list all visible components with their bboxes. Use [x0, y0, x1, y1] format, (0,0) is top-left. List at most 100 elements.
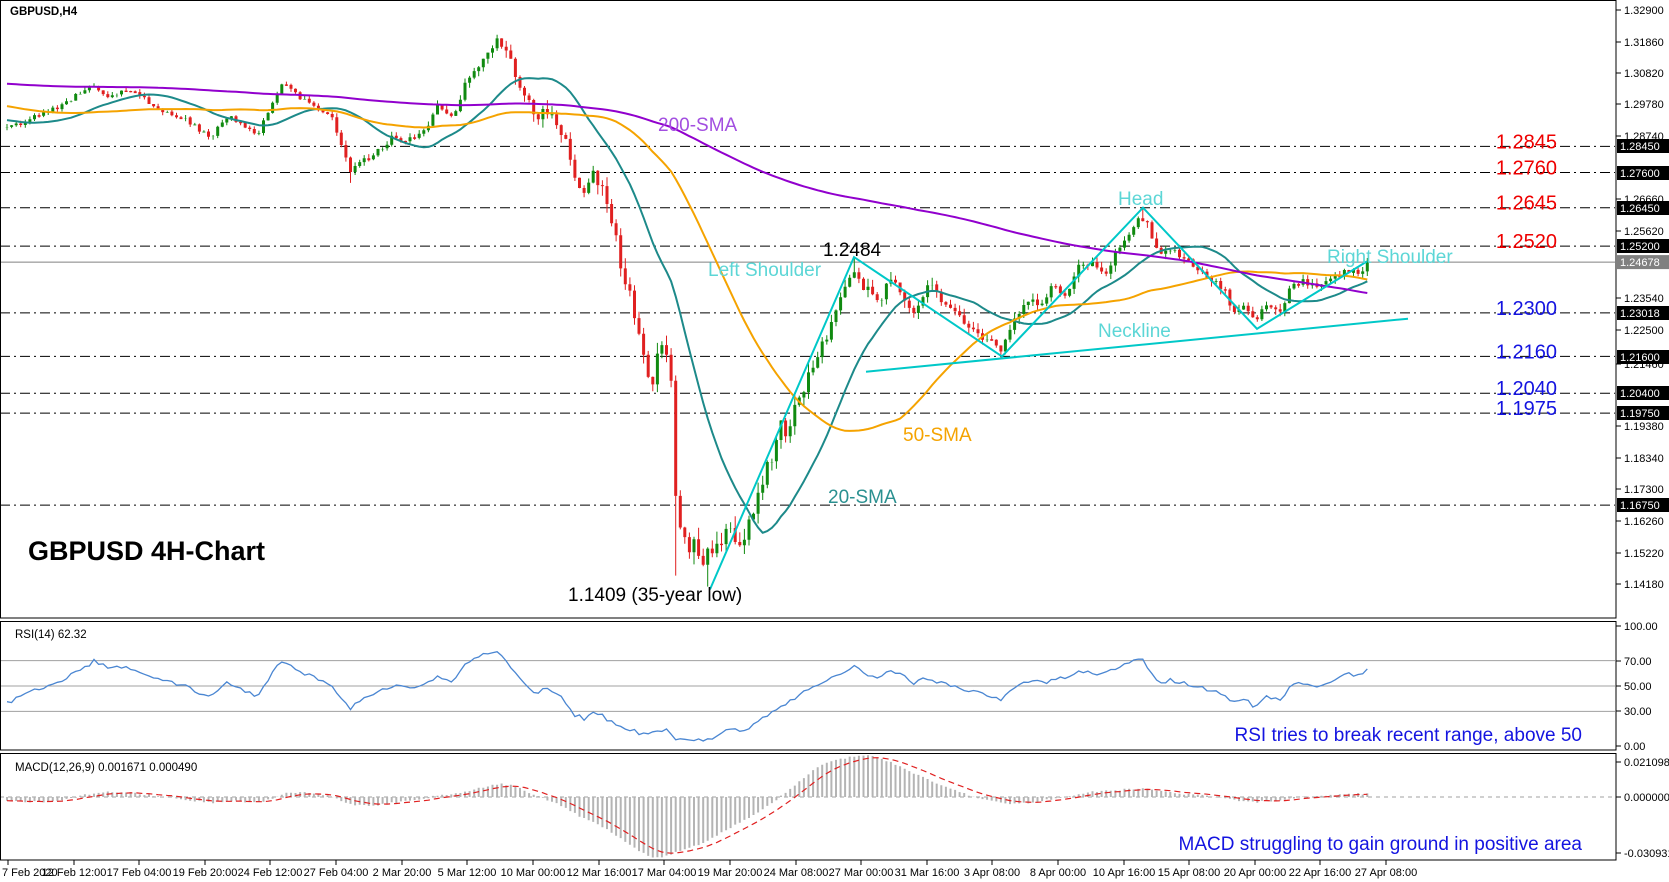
time-axis-label: 3 Apr 08:00	[964, 867, 1020, 879]
sma50-label: 50-SMA	[903, 425, 972, 446]
time-axis-label: 20 Apr 00:00	[1224, 867, 1286, 879]
time-axis-label: 5 Mar 12:00	[438, 867, 497, 879]
level-price-annotation: 1.2845	[1496, 131, 1557, 153]
neckline-line	[865, 317, 1409, 373]
price-axis-label: 1.31860	[1624, 37, 1664, 49]
time-axis-ticks	[7, 860, 1387, 865]
price-level-badge	[1617, 139, 1669, 153]
level-price-annotation: 1.2760	[1496, 158, 1557, 180]
price-level-badge-label: 1.23018	[1620, 308, 1660, 320]
macd-note-annotation: MACD struggling to gain ground in positi…	[1179, 834, 1583, 855]
neckline-label: Neckline	[1098, 321, 1171, 342]
macd-histogram	[6, 755, 1369, 858]
time-axis-label: 27 Feb 04:00	[304, 867, 369, 879]
price-level-badge	[1617, 406, 1669, 420]
time-axis-label: 12 Feb 12:00	[42, 867, 107, 879]
symbol-timeframe-label: GBPUSD,H4	[10, 6, 78, 18]
price-axis-label: 1.19380	[1624, 421, 1664, 433]
price-axis-label: 1.29780	[1624, 99, 1664, 111]
sma20-label: 20-SMA	[828, 487, 897, 508]
macd-axis-label: 0.000000	[1624, 792, 1669, 804]
price-level-badge-label: 1.20400	[1620, 388, 1660, 400]
time-axis-label: 12 Mar 16:00	[567, 867, 632, 879]
macd-panel[interactable]	[0, 753, 1617, 861]
macd-layer	[1, 755, 1615, 858]
time-axis-label: 2 Mar 20:00	[373, 867, 432, 879]
rsi-layer	[1, 650, 1615, 742]
low-price-annotation: 1.1409 (35-year low)	[568, 585, 742, 606]
head-and-shoulders-pattern-layer	[709, 206, 1409, 590]
head-shoulders-zigzag-line	[709, 206, 1368, 590]
price-level-badge-label: 1.21600	[1620, 352, 1660, 364]
sma200-label: 200-SMA	[658, 115, 738, 136]
main-chart-panel[interactable]	[0, 0, 1617, 619]
time-axis-label: 31 Mar 16:00	[895, 867, 960, 879]
rsi-line	[6, 650, 1368, 742]
time-axis-label: 15 Apr 08:00	[1158, 867, 1220, 879]
price-axis-label: 1.22500	[1624, 325, 1664, 337]
left-shoulder-label: Left Shoulder	[708, 260, 822, 281]
price-axis-label: 1.18340	[1624, 453, 1664, 465]
rsi-axis-label: 0.00	[1624, 741, 1645, 753]
time-axis-label: 10 Apr 16:00	[1093, 867, 1155, 879]
rsi-axis-label: 100.00	[1624, 621, 1658, 633]
time-axis-label: 24 Mar 08:00	[764, 867, 829, 879]
rsi-note-annotation: RSI tries to break recent range, above 5…	[1235, 725, 1582, 746]
level-price-annotation: 1.2300	[1496, 298, 1557, 320]
price-level-badge-label: 1.26450	[1620, 203, 1660, 215]
right-shoulder-label: Right Shoulder	[1327, 247, 1453, 268]
rsi-axis-label: 70.00	[1624, 656, 1652, 668]
price-axis-label: 1.17300	[1624, 484, 1664, 496]
price-axis-ticks	[1616, 9, 1621, 585]
chart-title: GBPUSD 4H-Chart	[28, 536, 265, 566]
price-axis[interactable]: 1.329001.318601.308201.297801.287401.266…	[1616, 5, 1669, 591]
macd-axis-label: -0.030931	[1624, 848, 1669, 860]
indicator-axes[interactable]: 100.00 70.00 50.00 30.00 0.00 0.021098 0.00000…	[1616, 621, 1669, 860]
moving-averages-layer	[6, 77, 1368, 534]
macd-axis-label: 0.021098	[1624, 757, 1669, 769]
time-axis-label: 19 Feb 20:00	[173, 867, 238, 879]
sma20-line	[6, 77, 1368, 534]
level-price-annotation: 1.2645	[1496, 193, 1557, 215]
level-lines-layer	[1, 145, 1615, 506]
time-axis-label: 8 Apr 00:00	[1030, 867, 1086, 879]
level-price-annotation: 1.2160	[1496, 341, 1557, 363]
rsi-axis-label: 50.00	[1624, 681, 1652, 693]
price-level-badge	[1617, 166, 1669, 180]
main-annotations-layer: 1.2845 1.2760 1.2645 1.2520 1.2300 1.2160 1.20…	[1496, 131, 1557, 420]
time-axis-label: 27 Apr 08:00	[1355, 867, 1417, 879]
time-axis-label: 7 Feb 2020	[2, 867, 58, 879]
price-axis-label: 1.25620	[1624, 226, 1664, 238]
sma50-line	[6, 105, 1368, 432]
price-level-badge-label: 1.16750	[1620, 500, 1660, 512]
time-axis-label: 17 Feb 04:00	[107, 867, 172, 879]
level-price-annotation: 1.2040	[1496, 378, 1557, 400]
price-level-badge-label: 1.28450	[1620, 141, 1660, 153]
price-axis-label: 1.23540	[1624, 293, 1664, 305]
price-level-badge	[1617, 201, 1669, 215]
rsi-axis-label: 30.00	[1624, 706, 1652, 718]
price-axis-label: 1.32900	[1624, 5, 1664, 17]
level-price-annotation: 1.1975	[1496, 398, 1557, 420]
price-axis-label: 1.15220	[1624, 548, 1664, 560]
time-axis-label: 27 Mar 00:00	[829, 867, 894, 879]
head-label: Head	[1118, 189, 1163, 210]
price-axis-label: 1.30820	[1624, 68, 1664, 80]
price-level-badge	[1617, 306, 1669, 320]
indicator-axis-ticks	[1616, 625, 1621, 854]
current-price-badge-label: 1.24678	[1620, 257, 1660, 269]
macd-indicator-label: MACD(12,26,9) 0.001671 0.000490	[15, 762, 197, 774]
time-axis-label: 24 Feb 12:00	[238, 867, 303, 879]
rsi-indicator-label: RSI(14) 62.32	[15, 629, 87, 641]
time-axis-label: 19 Mar 20:00	[698, 867, 763, 879]
current-price-badge[interactable]	[1617, 255, 1669, 270]
price-axis-label: 1.16260	[1624, 516, 1664, 528]
price-axis-label: 1.14180	[1624, 579, 1664, 591]
price-level-badge	[1617, 350, 1669, 364]
peak-price-annotation: 1.2484	[823, 240, 882, 261]
time-axis-label: 10 Mar 00:00	[501, 867, 566, 879]
sma200-line	[6, 82, 1368, 294]
